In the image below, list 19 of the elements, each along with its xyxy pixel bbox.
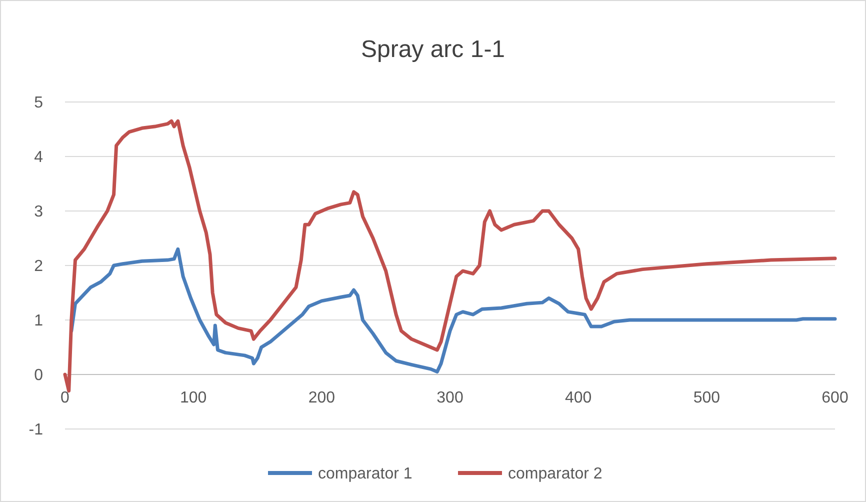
line-series [63, 119, 837, 393]
x-tick-label: 0 [60, 390, 70, 406]
line-series [70, 247, 837, 374]
y-tick-label: 4 [34, 149, 44, 166]
y-tick-label: 0 [34, 367, 44, 384]
legend-label: comparator 2 [508, 466, 602, 483]
legend-label: comparator 1 [318, 466, 412, 483]
x-tick-label: 600 [822, 390, 848, 406]
x-tick-label: 300 [436, 390, 464, 406]
y-tick-label: 1 [34, 312, 44, 330]
chart-title: Spray arc 1-1 [360, 36, 506, 63]
x-tick-label: 500 [693, 390, 720, 406]
y-tick-label: 3 [34, 204, 44, 221]
y-tick-label: 5 [34, 94, 44, 112]
x-tick-label: 200 [308, 390, 336, 406]
x-tick-label: 100 [180, 390, 207, 406]
x-tick-label: 400 [564, 390, 592, 406]
y-tick-label: 2 [34, 258, 44, 276]
y-tick-label: -1 [28, 422, 44, 439]
